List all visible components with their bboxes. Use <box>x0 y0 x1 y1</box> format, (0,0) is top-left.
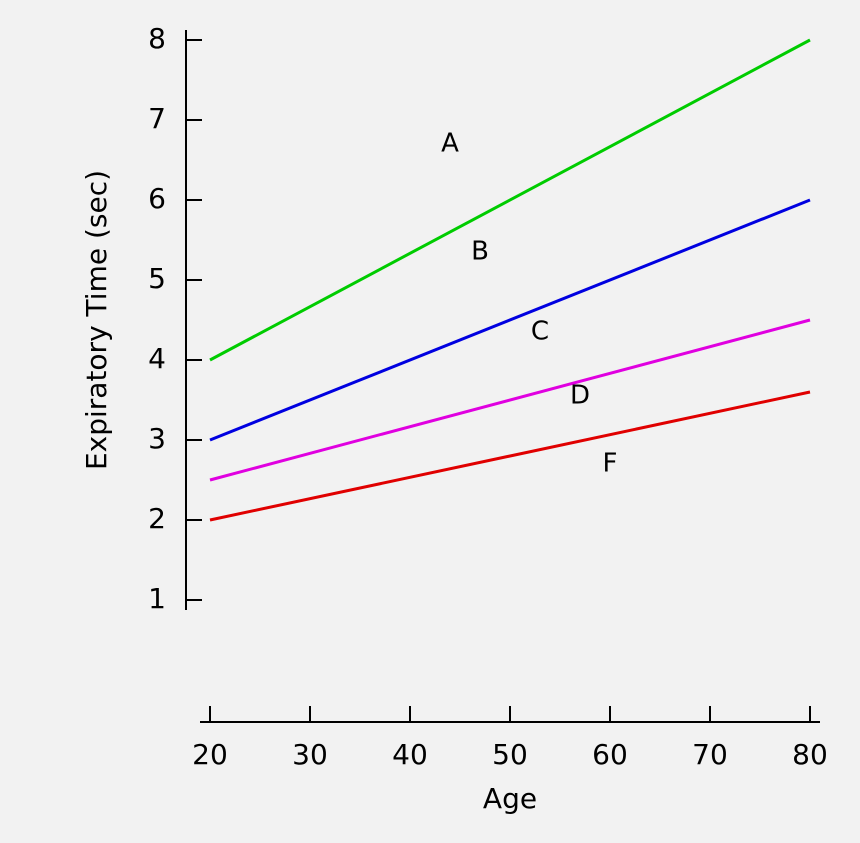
x-tick-label: 20 <box>192 738 228 771</box>
y-tick-label: 2 <box>148 502 166 535</box>
region-label-B: B <box>471 237 489 267</box>
x-tick-label: 40 <box>392 738 428 771</box>
y-tick-label: 7 <box>148 102 166 135</box>
y-tick-label: 4 <box>148 342 166 375</box>
x-tick-label: 30 <box>292 738 328 771</box>
y-tick-label: 5 <box>148 262 166 295</box>
x-tick-label: 60 <box>592 738 628 771</box>
x-tick-label: 50 <box>492 738 528 771</box>
y-tick-label: 1 <box>148 582 166 615</box>
region-label-F: F <box>603 449 618 479</box>
chart-container: A B C D F 1 2 3 4 5 6 7 8 Expiratory Time (sec) 20 30 40… <box>0 0 860 843</box>
y-axis-title: Expiratory Time (sec) <box>80 170 113 470</box>
x-tick-label: 70 <box>692 738 728 771</box>
region-label-C: C <box>531 317 549 347</box>
y-tick-label: 6 <box>148 182 166 215</box>
x-tick-label: 80 <box>792 738 828 771</box>
region-label-A: A <box>441 129 459 159</box>
y-tick-label: 8 <box>148 22 166 55</box>
y-tick-label: 3 <box>148 422 166 455</box>
line-chart: A B C D F 1 2 3 4 5 6 7 8 Expiratory Time (sec) 20 30 40… <box>0 0 860 843</box>
x-axis-title: Age <box>483 782 537 815</box>
region-label-D: D <box>570 381 590 411</box>
